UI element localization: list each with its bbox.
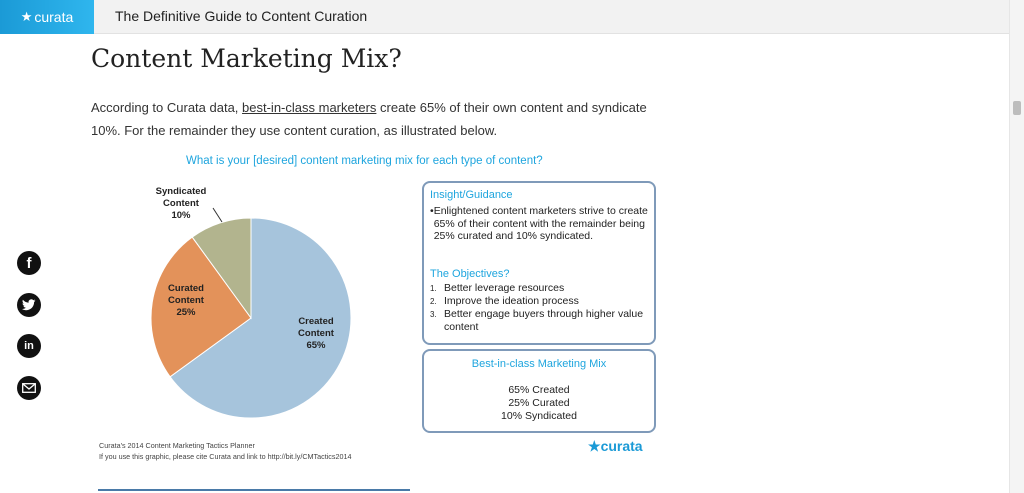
- pie-slice-curated-content: [150, 236, 252, 378]
- star-icon: ★: [20, 9, 33, 24]
- pie-slice-created-content: [169, 217, 352, 419]
- marketing-mix-box: Best-in-class Marketing Mix 65% Created …: [422, 349, 656, 433]
- next-section-edge: [98, 489, 410, 491]
- facebook-icon: f: [26, 254, 32, 272]
- insight-bullet: • Enlightened content marketers strive to…: [430, 205, 648, 242]
- objective-item: 1. Better leverage resources: [430, 282, 565, 294]
- best-in-class-link[interactable]: best-in-class marketers: [242, 100, 377, 115]
- mix-line: 25% Curated: [508, 397, 570, 409]
- objective-item: 2. Improve the ideation process: [430, 295, 579, 307]
- scrollbar-thumb[interactable]: [1013, 101, 1021, 115]
- objectives-title: The Objectives?: [430, 268, 510, 280]
- star-icon: ★: [588, 438, 601, 454]
- intro-paragraph: According to Curata data, best-in-class …: [91, 100, 647, 138]
- envelope-icon: [22, 383, 36, 393]
- insight-guidance-box: Insight/Guidance • Enlightened content ma…: [422, 181, 656, 345]
- curated-label: Curated Content 25%: [168, 283, 204, 318]
- syndicated-leader-line: [212, 207, 223, 223]
- chart-title: What is your [desired] content marketing…: [186, 155, 543, 167]
- mix-line: 65% Created: [508, 384, 570, 396]
- marketing-mix-title: Best-in-class Marketing Mix: [471, 358, 607, 370]
- citation-line: If you use this graphic, please cite Cur…: [99, 452, 352, 461]
- scrollbar[interactable]: [1009, 0, 1024, 493]
- email-share-button[interactable]: [17, 376, 41, 400]
- twitter-bird-icon: [22, 299, 36, 311]
- credit-line: Curata's 2014 Content Marketing Tactics …: [99, 441, 255, 450]
- objective-item: 3. Better engage buyers through higher va…: [430, 308, 644, 333]
- guide-title: The Definitive Guide to Content Curation: [115, 8, 368, 24]
- mix-line: 10% Syndicated: [501, 410, 577, 422]
- twitter-share-button[interactable]: [17, 293, 41, 317]
- top-bar: ★ curata The Definitive Guide to Content …: [0, 0, 1010, 34]
- page-title: Content Marketing Mix?: [91, 44, 402, 73]
- brand-logo[interactable]: ★ curata: [0, 0, 94, 34]
- facebook-share-button[interactable]: f: [17, 251, 41, 275]
- syndicated-label: Syndicated Content 10%: [155, 186, 207, 221]
- curata-logo: ★curata: [588, 438, 643, 454]
- content-mix-infographic: What is your [desired] content marketing…: [90, 148, 670, 478]
- insight-title: Insight/Guidance: [430, 189, 513, 201]
- pie-slice-syndicated-content: [191, 217, 252, 320]
- pie-chart: [150, 207, 352, 419]
- created-label: Created Content 65%: [298, 316, 334, 351]
- linkedin-icon: in: [24, 340, 34, 352]
- linkedin-share-button[interactable]: in: [17, 334, 41, 358]
